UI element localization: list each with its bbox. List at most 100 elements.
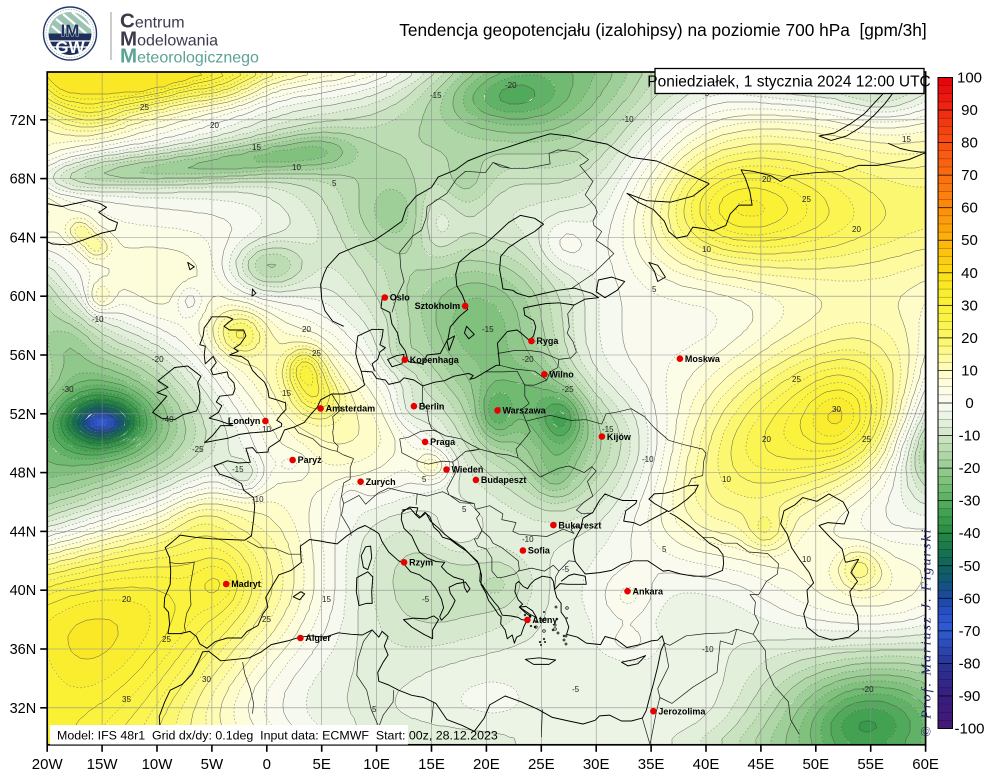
svg-text:Kijów: Kijów — [607, 432, 632, 442]
svg-text:-10: -10 — [642, 455, 654, 464]
svg-text:GW: GW — [55, 38, 85, 57]
svg-text:52N: 52N — [10, 407, 37, 423]
svg-text:10: 10 — [292, 163, 301, 172]
svg-text:40: 40 — [961, 265, 978, 282]
svg-text:56N: 56N — [10, 348, 37, 364]
svg-text:-30: -30 — [62, 385, 74, 394]
svg-text:Londyn: Londyn — [228, 416, 261, 426]
svg-text:55E: 55E — [857, 756, 884, 773]
svg-text:Sztokholm: Sztokholm — [415, 301, 461, 311]
svg-text:20: 20 — [302, 325, 311, 334]
svg-text:40N: 40N — [10, 583, 37, 599]
svg-text:44N: 44N — [10, 524, 37, 540]
svg-text:-70: -70 — [959, 623, 981, 640]
svg-text:60: 60 — [961, 200, 978, 217]
svg-text:-25: -25 — [192, 445, 204, 454]
svg-text:10: 10 — [262, 425, 271, 434]
svg-text:Modelowania: Modelowania — [120, 28, 218, 51]
svg-text:20: 20 — [122, 595, 131, 604]
svg-text:20: 20 — [762, 175, 771, 184]
svg-text:15: 15 — [282, 389, 291, 398]
svg-text:30E: 30E — [583, 756, 610, 773]
svg-text:10E: 10E — [363, 756, 390, 773]
svg-text:20: 20 — [210, 121, 219, 130]
svg-text:5: 5 — [422, 475, 427, 484]
svg-text:80: 80 — [961, 135, 978, 152]
svg-text:25: 25 — [792, 375, 801, 384]
svg-text:-10: -10 — [252, 495, 264, 504]
svg-text:25: 25 — [312, 349, 321, 358]
svg-text:Sofia: Sofia — [528, 546, 551, 556]
svg-text:-10: -10 — [622, 115, 634, 124]
svg-text:60E: 60E — [912, 756, 939, 773]
svg-text:50: 50 — [961, 232, 978, 249]
svg-text:Poniedziałek, 1 stycznia 2024: Poniedziałek, 1 stycznia 2024 12:00 UTC — [647, 74, 930, 91]
svg-text:IM: IM — [61, 21, 80, 40]
svg-text:Ateny: Ateny — [532, 615, 557, 625]
svg-text:40E: 40E — [693, 756, 720, 773]
svg-text:15: 15 — [902, 135, 911, 144]
svg-text:5E: 5E — [313, 756, 331, 773]
svg-text:Madryt: Madryt — [231, 579, 261, 589]
svg-text:Berlin: Berlin — [419, 401, 445, 411]
svg-text:35: 35 — [122, 695, 131, 704]
svg-text:5: 5 — [332, 179, 337, 188]
svg-text:-30: -30 — [959, 493, 981, 510]
svg-text:25E: 25E — [528, 756, 555, 773]
svg-text:-80: -80 — [959, 655, 981, 672]
svg-text:5: 5 — [462, 505, 467, 514]
svg-text:10: 10 — [961, 362, 978, 379]
svg-text:-40: -40 — [959, 525, 981, 542]
svg-text:45E: 45E — [748, 756, 775, 773]
svg-text:Wiedeń: Wiedeń — [452, 465, 484, 475]
svg-text:25: 25 — [862, 435, 871, 444]
svg-text:60N: 60N — [10, 289, 37, 305]
svg-text:Praga: Praga — [430, 437, 456, 447]
svg-text:20: 20 — [762, 435, 771, 444]
svg-text:Bukareszt: Bukareszt — [558, 520, 601, 530]
svg-text:-10: -10 — [959, 428, 981, 445]
svg-text:Zurych: Zurych — [366, 477, 396, 487]
svg-text:Kopenhaga: Kopenhaga — [410, 355, 460, 365]
svg-text:-50: -50 — [959, 558, 981, 575]
svg-text:-20: -20 — [522, 355, 534, 364]
svg-text:-10: -10 — [702, 645, 714, 654]
svg-text:-90: -90 — [959, 688, 981, 705]
svg-text:Ankara: Ankara — [633, 586, 665, 596]
svg-text:-15: -15 — [232, 465, 244, 474]
svg-text:-20: -20 — [862, 685, 874, 694]
svg-text:100: 100 — [957, 70, 982, 87]
svg-text:15: 15 — [322, 595, 331, 604]
svg-text:70: 70 — [961, 167, 978, 184]
svg-text:Jerozolima: Jerozolima — [658, 706, 706, 716]
svg-text:10: 10 — [802, 555, 811, 564]
svg-text:-10: -10 — [522, 535, 534, 544]
svg-text:25: 25 — [140, 103, 149, 112]
svg-text:Oslo: Oslo — [390, 293, 411, 303]
svg-text:25: 25 — [262, 615, 271, 624]
svg-text:Amsterdam: Amsterdam — [326, 404, 376, 414]
svg-text:-5: -5 — [422, 595, 430, 604]
svg-text:32N: 32N — [10, 701, 37, 717]
svg-text:15E: 15E — [418, 756, 445, 773]
svg-text:10: 10 — [702, 245, 711, 254]
svg-text:Centrum: Centrum — [120, 10, 185, 33]
svg-text:20: 20 — [852, 225, 861, 234]
svg-text:-20: -20 — [152, 355, 164, 364]
svg-text:48N: 48N — [10, 466, 37, 482]
svg-text:30: 30 — [202, 675, 211, 684]
svg-text:25: 25 — [162, 635, 171, 644]
svg-text:5W: 5W — [201, 756, 224, 773]
svg-text:-15: -15 — [482, 325, 494, 334]
svg-text:Warszawa: Warszawa — [503, 406, 547, 416]
svg-text:-5: -5 — [562, 565, 570, 574]
svg-text:5: 5 — [662, 545, 667, 554]
svg-text:5: 5 — [372, 705, 377, 714]
svg-text:90: 90 — [961, 102, 978, 119]
svg-text:35E: 35E — [638, 756, 665, 773]
svg-text:15: 15 — [252, 143, 261, 152]
svg-text:15W: 15W — [87, 756, 119, 773]
svg-text:0: 0 — [263, 756, 271, 773]
svg-text:-100: -100 — [954, 721, 984, 738]
svg-text:20E: 20E — [473, 756, 500, 773]
